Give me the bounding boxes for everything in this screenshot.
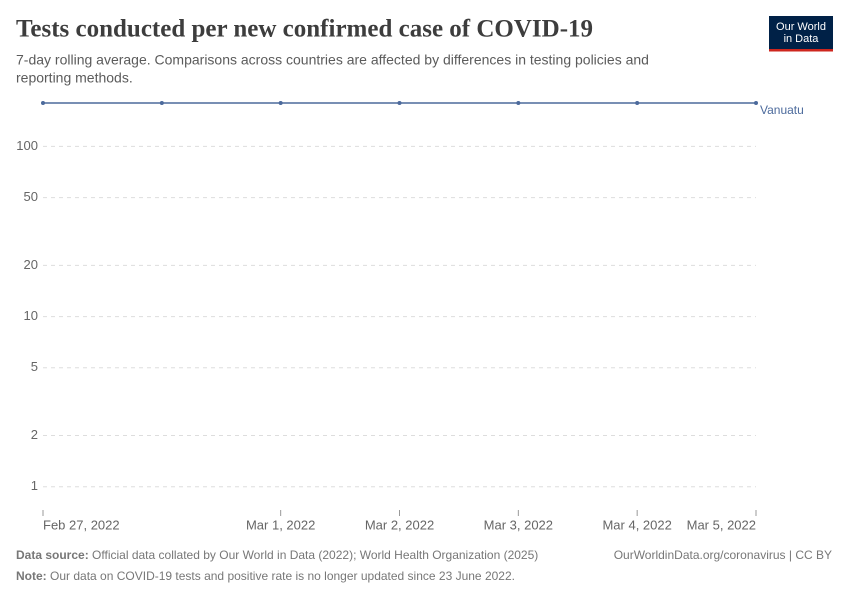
x-tick-label: Mar 3, 2022	[484, 517, 553, 532]
point	[635, 101, 640, 105]
x-tick-label: Mar 1, 2022	[246, 517, 315, 532]
source-text: Official data collated by Our World in D…	[92, 548, 538, 562]
chart-title: Tests conducted per new confirmed case o…	[16, 16, 593, 43]
y-tick-label: 10	[24, 308, 38, 323]
y-tick-label: 2	[31, 427, 38, 442]
legend-label: Vanuatu	[760, 103, 804, 117]
logo-text: in Data	[784, 33, 820, 45]
x-tick-label: Mar 2, 2022	[365, 517, 434, 532]
subtitle: reporting methods.	[16, 70, 133, 86]
x-tick-label: Mar 4, 2022	[602, 517, 671, 532]
note: Note: Our data on COVID-19 tests and pos…	[16, 569, 515, 583]
y-tick-label: 5	[31, 359, 38, 374]
x-tick-label: Feb 27, 2022	[43, 517, 120, 532]
point	[754, 101, 758, 105]
y-tick-label: 100	[16, 138, 38, 153]
point	[516, 101, 521, 105]
x-tick-label: Mar 5, 2022	[687, 517, 756, 532]
note-text: Our data on COVID-19 tests and positive …	[50, 569, 515, 583]
source-label: Data source:	[16, 548, 89, 562]
note-label: Note:	[16, 569, 47, 583]
point	[159, 101, 164, 105]
y-tick-label: 1	[31, 478, 38, 493]
source-link[interactable]: OurWorldinData.org/coronavirus | CC BY	[614, 548, 832, 562]
point	[397, 101, 402, 105]
point	[41, 101, 45, 105]
subtitle: 7-day rolling average. Comparisons acros…	[16, 52, 649, 68]
y-tick-label: 20	[24, 257, 38, 272]
logo-box[interactable]	[769, 16, 833, 51]
y-tick-label: 50	[24, 189, 38, 204]
logo-stripe	[769, 49, 833, 52]
point	[278, 101, 283, 105]
logo-text: Our World	[776, 21, 826, 33]
source: Data source: Official data collated by O…	[16, 548, 538, 562]
